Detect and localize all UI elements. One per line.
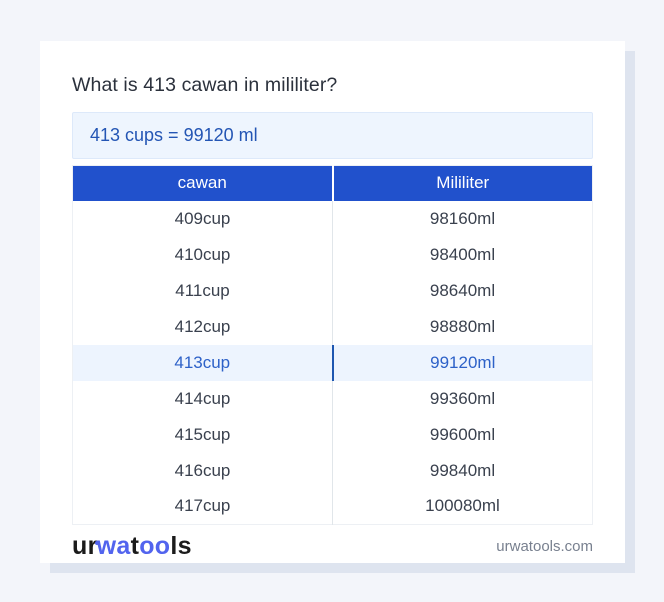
- cell-ml: 99600ml: [332, 416, 593, 453]
- cell-cawan: 410cup: [72, 236, 333, 273]
- column-header-cawan: cawan: [72, 165, 333, 201]
- logo-part-blue: wa: [96, 532, 131, 560]
- urwatools-logo: urwatools: [72, 534, 192, 559]
- answer-text: 413 cups = 99120 ml: [90, 125, 258, 145]
- conversion-table: cawan Mililiter 409cup 98160ml 410cup 98…: [72, 165, 593, 525]
- cell-ml: 100080ml: [332, 488, 593, 525]
- logo-part-dark: ls: [170, 532, 192, 560]
- logo-part-dark: ur: [72, 532, 98, 560]
- cell-cawan: 412cup: [72, 308, 333, 345]
- cell-cawan: 415cup: [72, 416, 333, 453]
- table-row: 415cup 99600ml: [72, 416, 593, 453]
- cell-ml: 99120ml: [331, 344, 593, 381]
- logo-part-dark: t: [130, 532, 140, 560]
- cell-cawan: 417cup: [72, 488, 333, 525]
- cell-cawan: 413cup: [72, 344, 333, 381]
- cell-cawan: 409cup: [72, 200, 333, 237]
- table-header-row: cawan Mililiter: [72, 165, 593, 201]
- cell-ml: 98880ml: [332, 308, 593, 345]
- cell-cawan: 411cup: [72, 272, 333, 309]
- logo-ring-icon: [94, 540, 99, 545]
- answer-box: 413 cups = 99120 ml: [72, 112, 593, 159]
- column-header-mililiter: Mililiter: [331, 165, 593, 201]
- cell-ml: 98640ml: [332, 272, 593, 309]
- table-row: 414cup 99360ml: [72, 380, 593, 417]
- cell-ml: 99840ml: [332, 452, 593, 489]
- table-row: 410cup 98400ml: [72, 236, 593, 273]
- table-row: 417cup 100080ml: [72, 488, 593, 525]
- cell-ml: 98400ml: [332, 236, 593, 273]
- cell-ml: 99360ml: [332, 380, 593, 417]
- table-row: 412cup 98880ml: [72, 308, 593, 345]
- page-title: What is 413 cawan in mililiter?: [72, 74, 338, 96]
- table-row-highlighted: 413cup 99120ml: [72, 344, 593, 381]
- logo-part-blue: oo: [139, 532, 171, 560]
- table-row: 409cup 98160ml: [72, 200, 593, 237]
- table-row: 416cup 99840ml: [72, 452, 593, 489]
- card-footer: urwatools urwatools.com: [72, 534, 593, 559]
- cell-cawan: 414cup: [72, 380, 333, 417]
- cell-ml: 98160ml: [332, 200, 593, 237]
- cell-cawan: 416cup: [72, 452, 333, 489]
- table-row: 411cup 98640ml: [72, 272, 593, 309]
- site-domain-text: urwatools.com: [496, 538, 593, 555]
- conversion-card: What is 413 cawan in mililiter? 413 cups…: [40, 41, 625, 563]
